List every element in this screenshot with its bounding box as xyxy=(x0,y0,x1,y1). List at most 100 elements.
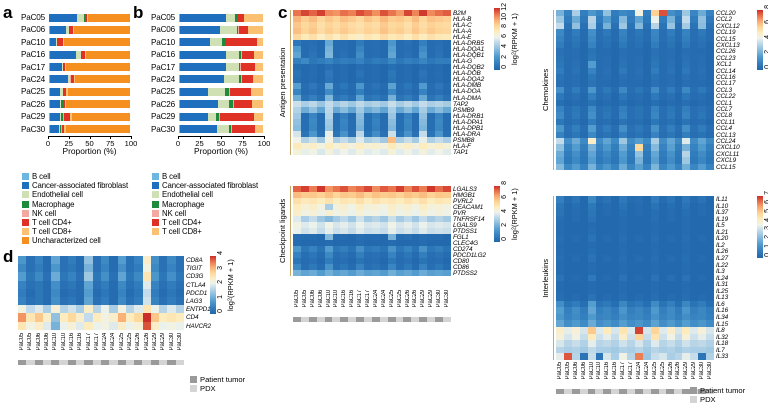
heatmap-cell xyxy=(443,222,451,228)
colorbar-tick-label: 2 xyxy=(217,280,224,284)
heatmap-cell xyxy=(579,248,588,255)
heatmap-cell xyxy=(142,313,151,322)
heatmap-cell xyxy=(563,307,572,314)
heatmap-cell xyxy=(682,163,691,170)
heatmap-col-label: PaC24 xyxy=(102,333,109,351)
bar-segment-endothelial-cell xyxy=(76,13,85,22)
heatmap-cell xyxy=(308,198,317,204)
heatmap-cell xyxy=(364,137,372,144)
heatmap-cell xyxy=(316,192,325,198)
heatmap-cell xyxy=(356,149,365,156)
heatmap-cell xyxy=(435,22,444,29)
heatmap-cell xyxy=(658,287,667,295)
heatmap-cell xyxy=(443,252,451,258)
heatmap-cell xyxy=(571,294,580,301)
heatmap-cell xyxy=(571,202,580,210)
heatmap-cell xyxy=(666,157,675,164)
heatmap-cell xyxy=(658,80,667,87)
heatmap-interleukins xyxy=(556,196,714,360)
heatmap-cell xyxy=(674,29,683,36)
heatmap-cell xyxy=(419,88,428,95)
heatmap-cell xyxy=(579,313,588,321)
heatmap-col-label: PaC26 xyxy=(412,290,419,308)
annotation-cell xyxy=(634,389,643,394)
heatmap-cell xyxy=(579,106,588,113)
heatmap-cell xyxy=(674,287,683,295)
heatmap-cell xyxy=(563,131,572,138)
heatmap-cell xyxy=(706,209,714,216)
bar-segment-b-cell xyxy=(179,112,180,121)
heatmap-cell xyxy=(690,196,699,203)
heatmap-cell xyxy=(356,258,365,264)
heatmap-cell xyxy=(698,228,707,236)
heatmap-cell xyxy=(556,248,564,255)
heatmap-row-label: HLA-DQB1 xyxy=(453,52,485,60)
heatmap-row-label: LGALS3 xyxy=(453,185,477,193)
heatmap-cell xyxy=(356,192,365,198)
heatmap-cell xyxy=(372,112,380,119)
heatmap-cell xyxy=(308,10,317,17)
heatmap-cell xyxy=(603,74,612,81)
bar-segment-t-cell-cd4- xyxy=(64,63,66,72)
bar-track xyxy=(178,99,264,110)
heatmap-cell xyxy=(403,94,412,101)
heatmap-cell xyxy=(308,228,317,234)
heatmap-cell xyxy=(316,204,325,210)
heatmap-cell xyxy=(59,296,68,306)
heatmap-cell xyxy=(650,274,659,282)
heatmap-cell xyxy=(682,35,691,42)
heatmap-col-label: PaC10 xyxy=(325,290,332,308)
heatmap-cell xyxy=(379,216,388,222)
heatmap-cell xyxy=(698,300,707,308)
heatmap-cell xyxy=(635,228,643,236)
annotation-cell xyxy=(587,389,596,394)
heatmap-cell xyxy=(682,150,691,158)
heatmap-cell xyxy=(690,67,699,74)
heatmap-cell xyxy=(619,118,628,126)
heatmap-cell xyxy=(706,287,714,295)
heatmap-cell xyxy=(571,54,580,62)
heatmap-cell xyxy=(556,112,564,119)
bar-segment-uncharacterized-cell xyxy=(63,38,130,47)
heatmap-cell xyxy=(395,70,404,77)
heatmap-cell xyxy=(666,241,675,249)
heatmap-cell xyxy=(395,58,404,65)
heatmap-cell xyxy=(587,61,596,68)
heatmap-cell xyxy=(642,157,651,164)
heatmap-cell xyxy=(324,28,333,35)
heatmap-cell xyxy=(674,261,683,269)
heatmap-cell xyxy=(379,143,388,150)
heatmap-cell xyxy=(587,48,596,55)
heatmap-cell xyxy=(563,287,572,295)
heatmap-cell xyxy=(300,143,309,150)
heatmap-cell xyxy=(372,270,380,276)
heatmap-cell xyxy=(642,241,651,249)
heatmap-cell xyxy=(611,42,620,49)
bar-segment-macrophage xyxy=(61,100,63,109)
heatmap-cell xyxy=(443,143,451,150)
heatmap-cell xyxy=(579,138,588,145)
heatmap-cell xyxy=(556,22,564,30)
bar-segment-macrophage xyxy=(228,100,233,109)
heatmap-cell xyxy=(563,333,572,341)
heatmap-cell xyxy=(595,235,604,242)
heatmap-cell xyxy=(175,280,184,289)
axis-tick-label: 100 xyxy=(124,138,138,148)
heatmap-cell xyxy=(690,313,699,321)
heatmap-cell xyxy=(690,93,699,100)
heatmap-cell xyxy=(340,270,349,276)
heatmap-cell xyxy=(603,215,612,223)
heatmap-cell xyxy=(556,42,564,49)
heatmap-cell xyxy=(372,40,380,47)
bar-segment-t-cell-cd4- xyxy=(240,63,255,72)
heatmap-cell xyxy=(571,157,580,164)
heatmap-cell xyxy=(411,143,420,150)
heatmap-cell xyxy=(427,40,436,47)
heatmap-cell xyxy=(372,118,380,125)
heatmap-row-label: HAVCR2 xyxy=(186,322,211,330)
heatmap-cell xyxy=(682,61,691,68)
heatmap-cell xyxy=(340,143,349,150)
bar-track xyxy=(48,37,131,48)
heatmap-cell xyxy=(595,209,604,216)
heatmap-cell xyxy=(340,258,349,264)
